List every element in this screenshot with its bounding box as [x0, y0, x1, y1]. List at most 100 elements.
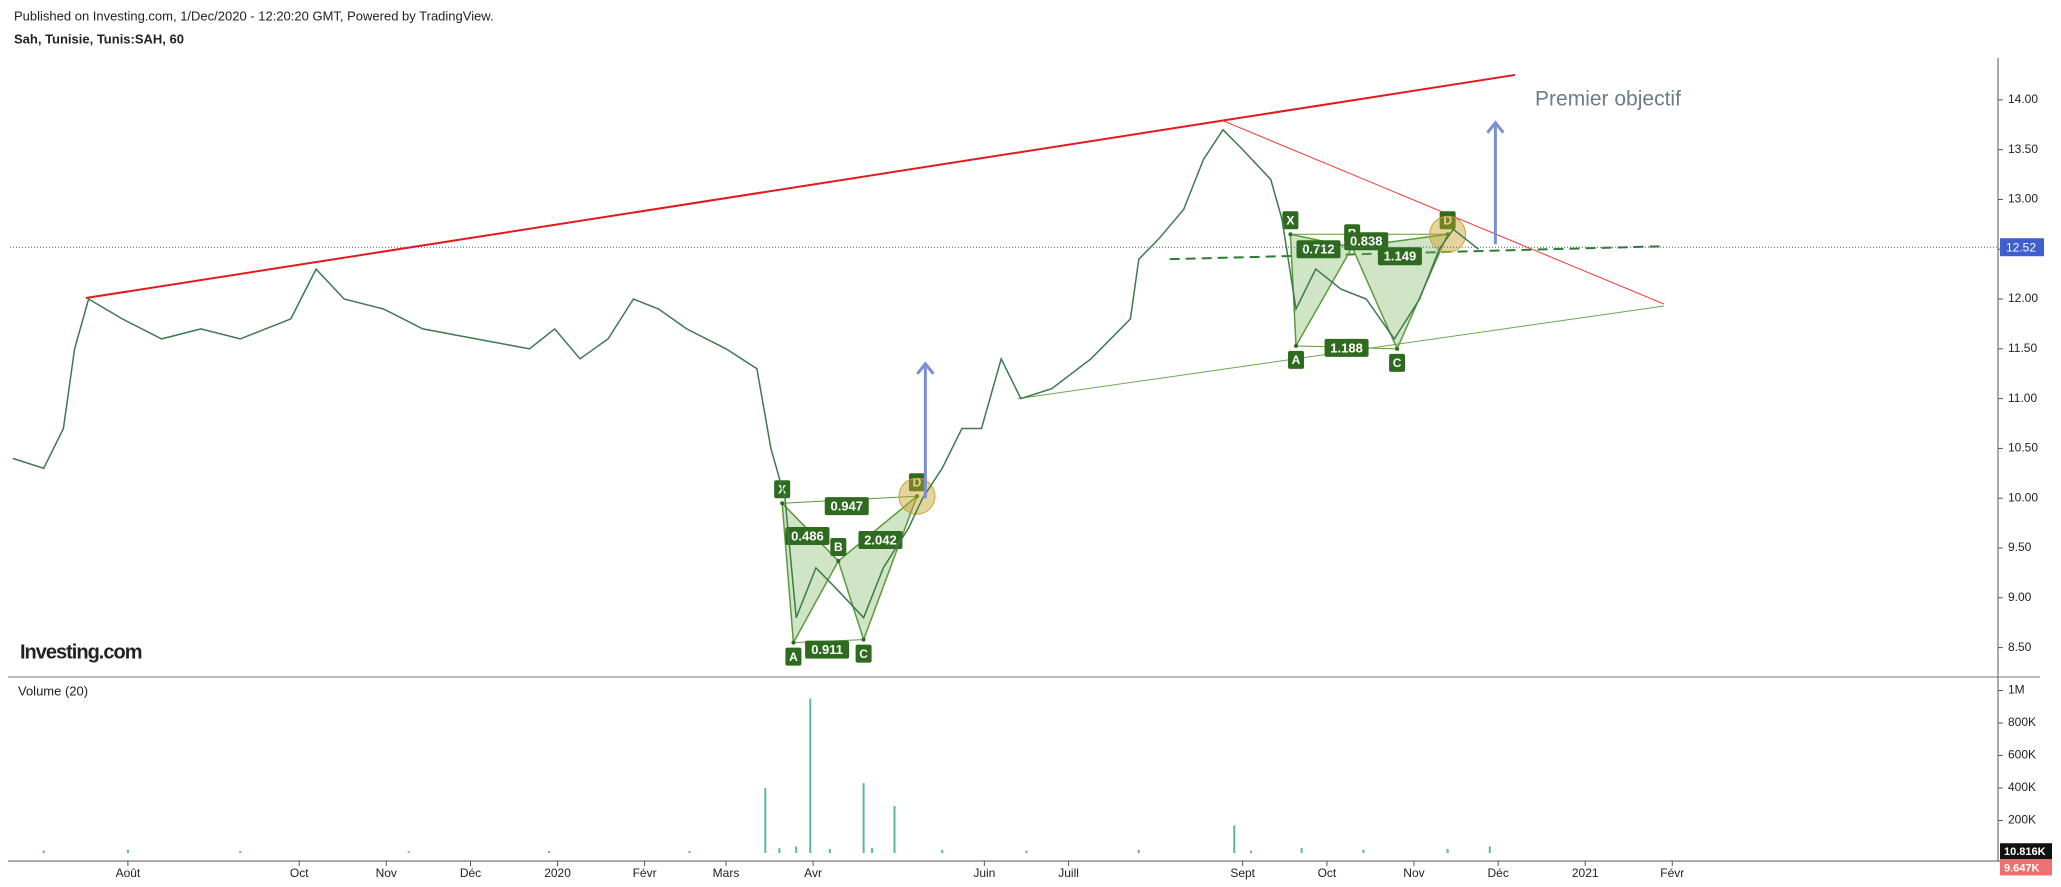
y-tick-label: 10.00 [2008, 490, 2038, 504]
pattern-label-bg [908, 473, 925, 492]
pattern-label: X [1286, 213, 1294, 227]
y-tick-label: 1M [2008, 683, 2025, 697]
x-tick-label: Mars [713, 866, 740, 880]
volume-bar [778, 848, 781, 853]
subtitle: Published on Investing.com, 1/Dec/2020 -… [14, 8, 494, 23]
ratio-bg [1324, 338, 1369, 357]
x-tick-label: Nov [376, 866, 397, 880]
pattern-label: D [913, 475, 922, 489]
x-tick-label: Déc [1488, 866, 1509, 880]
pattern-label: B [834, 540, 843, 554]
volume-value-label: 10.816K [2004, 846, 2046, 858]
y-tick-label: 10.50 [2008, 441, 2038, 455]
x-tick-label: Sept [1230, 866, 1255, 880]
volume-bar [1025, 850, 1028, 853]
ratio-label: 0.486 [791, 528, 824, 543]
pattern-point [914, 494, 919, 499]
y-tick-label: 400K [2008, 780, 2036, 794]
ratio-label: 1.188 [1330, 340, 1363, 355]
volume-bar [1250, 850, 1253, 853]
pattern-label: A [789, 650, 798, 664]
x-tick-label: Nov [1403, 866, 1424, 880]
y-tick-label: 13.50 [2008, 142, 2038, 156]
x-tick-label: Juin [973, 866, 995, 880]
pattern-point [1288, 232, 1293, 237]
x-tick-label: Févr [1660, 866, 1684, 880]
ratio-label: 2.042 [864, 532, 897, 547]
ratio-label: 0.712 [1302, 242, 1335, 257]
arrow-head [916, 361, 935, 375]
volume-value-label: 9.647K [2004, 862, 2040, 874]
pattern-label-bg [855, 644, 872, 663]
ratio-label: 0.838 [1350, 234, 1383, 249]
ratio-label: 0.947 [830, 499, 863, 514]
volume-bar [862, 783, 865, 853]
x-tick-label: Juill [1058, 866, 1079, 880]
x-tick-label: Déc [460, 866, 481, 880]
volume-value-bg [2000, 859, 2052, 876]
y-tick-label: 12.00 [2008, 291, 2038, 305]
pattern-point [861, 637, 866, 642]
volume-bar [828, 848, 831, 853]
volume-bar [407, 851, 410, 853]
last-price-bg [2000, 238, 2044, 257]
last-price-label: 12.52 [2006, 240, 2036, 254]
y-tick-label: 8.50 [2008, 640, 2032, 654]
x-tick-label: 2021 [1572, 866, 1599, 880]
volume-bar [1362, 849, 1365, 853]
volume-bar [941, 849, 944, 853]
annotation: Premier objectif [1535, 87, 1681, 110]
ratio-bg [1344, 232, 1389, 251]
trendline [85, 73, 1516, 300]
pattern-leg [838, 495, 918, 562]
title: Sah, Tunisie, Tunis:SAH, 60 [14, 31, 184, 46]
x-tick-label: Févr [633, 866, 657, 880]
volume-bar [809, 698, 812, 853]
ratio-bg [785, 527, 830, 546]
y-tick-label: 9.00 [2008, 590, 2032, 604]
volume-bar [126, 849, 129, 853]
ratio-label: 0.911 [811, 642, 843, 657]
y-tick-label: 11.50 [2008, 341, 2037, 355]
arrow-head [1486, 120, 1505, 134]
x-tick-label: 2020 [544, 866, 571, 880]
y-tick-label: 9.50 [2008, 540, 2032, 554]
ratio-bg [1296, 240, 1341, 259]
ratio-bg [824, 497, 869, 516]
x-tick-label: Avr [804, 866, 822, 880]
pattern-label: D [1443, 213, 1452, 227]
volume-bar [239, 851, 242, 853]
pattern-label-bg [785, 647, 802, 666]
pattern-label-bg [830, 537, 847, 556]
logo: Investing.com [20, 641, 142, 663]
pattern-point [791, 640, 796, 645]
y-tick-label: 800K [2008, 715, 2036, 729]
target-zone [1429, 215, 1467, 253]
volume-bar [1488, 846, 1491, 853]
volume-bar [42, 850, 45, 853]
pattern-point [836, 558, 841, 563]
volume-bar [1233, 825, 1236, 853]
x-tick-label: Oct [1318, 866, 1337, 880]
volume-bar [764, 788, 767, 853]
ratio-bg [805, 640, 850, 659]
pattern-label: A [1292, 353, 1301, 367]
pattern-point [1395, 346, 1400, 351]
volume-bar [1300, 848, 1303, 853]
y-tick-label: 11.00 [2008, 391, 2037, 405]
volume-bar [548, 851, 551, 853]
pattern-point [780, 501, 785, 506]
pattern-point [1294, 343, 1299, 348]
volume-bar [1446, 848, 1449, 853]
volume-value-bg [2000, 843, 2052, 860]
price-line [12, 128, 1479, 620]
pattern-label-bg [1439, 211, 1456, 230]
pattern-label-bg [1389, 353, 1406, 372]
ratio-label: 1.149 [1384, 249, 1417, 264]
ratio-bg [1377, 247, 1422, 266]
volume-bar [893, 805, 896, 853]
volume-title: Volume (20) [18, 683, 88, 698]
volume-bar [871, 848, 874, 853]
